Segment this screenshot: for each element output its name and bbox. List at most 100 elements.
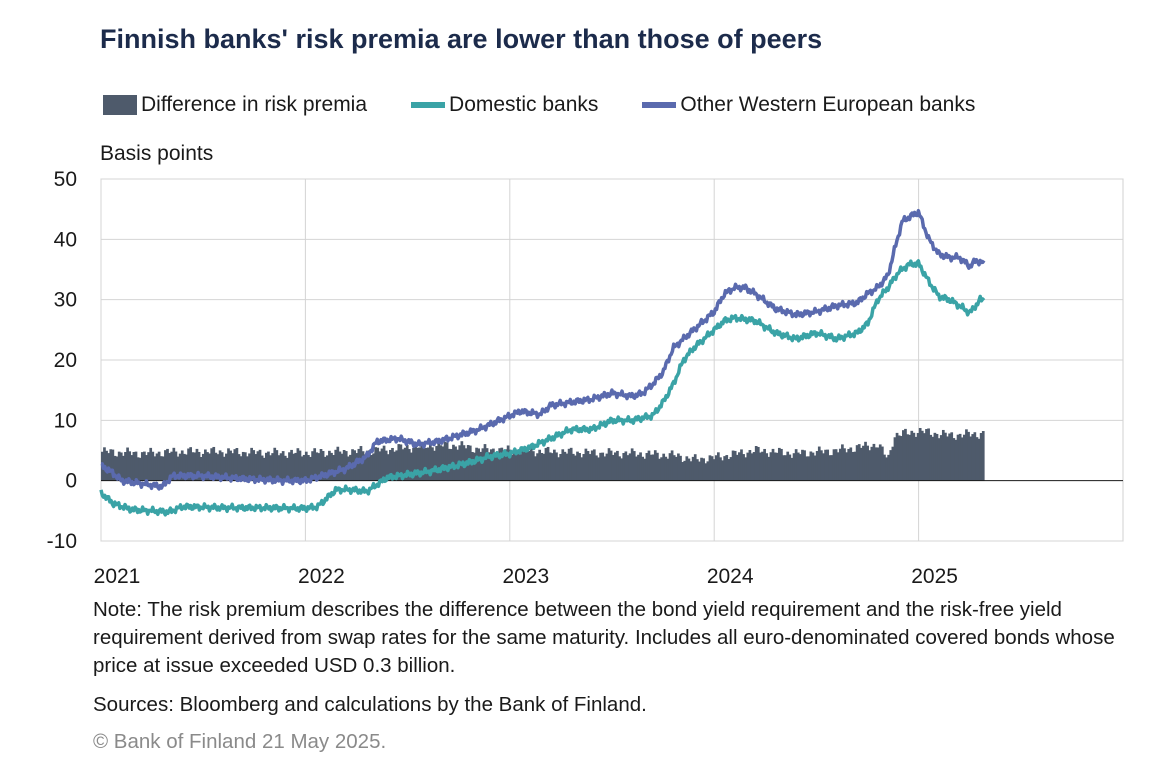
bar-difference <box>567 448 571 481</box>
bar-difference <box>140 452 144 481</box>
bar-difference <box>899 436 903 481</box>
bar-difference <box>918 427 922 481</box>
bar-difference <box>698 461 701 481</box>
bar-difference <box>735 454 739 481</box>
bar-difference <box>103 447 106 481</box>
bar-difference <box>302 454 306 481</box>
bar-difference <box>939 435 943 481</box>
bar-difference <box>548 452 552 481</box>
bar-difference <box>300 456 304 481</box>
bar-difference <box>273 447 277 481</box>
bar-difference <box>315 452 319 481</box>
bar-difference <box>254 454 258 481</box>
bar-difference <box>494 453 497 481</box>
bar-difference <box>145 455 148 481</box>
bar-difference <box>738 452 741 481</box>
bar-difference <box>391 447 394 481</box>
copyright: © Bank of Finland 21 May 2025. <box>93 730 387 753</box>
bar-difference <box>887 454 890 481</box>
bar-difference <box>342 449 346 481</box>
bar-difference <box>212 446 216 481</box>
bar-difference <box>168 453 171 481</box>
bar-difference <box>731 450 735 481</box>
bar-difference <box>777 447 781 481</box>
bar-difference <box>298 450 302 481</box>
x-tick-label: 2025 <box>911 565 958 588</box>
bar-difference <box>513 451 516 481</box>
bar-difference <box>721 460 724 481</box>
bar-difference <box>260 455 264 481</box>
bar-difference <box>527 450 531 481</box>
bar-difference <box>723 456 727 481</box>
bar-difference <box>483 444 487 481</box>
bar-difference <box>218 450 222 481</box>
bar-difference <box>227 448 230 481</box>
bar-difference <box>868 450 872 481</box>
bar-difference <box>393 451 396 481</box>
bar-difference <box>954 439 958 481</box>
bar-difference <box>332 455 335 481</box>
bar-difference <box>164 450 167 481</box>
bar-difference <box>788 454 792 481</box>
bar-difference <box>950 432 954 481</box>
bar-difference <box>920 430 924 481</box>
bar-difference <box>935 433 939 481</box>
bar-difference <box>672 455 676 481</box>
bar-difference <box>553 449 556 481</box>
bar-difference <box>637 454 640 481</box>
chart-plot: -10 0 10 20 30 40 50 2021 2022 2023 2024 2025 <box>47 168 1124 588</box>
bar-difference <box>670 450 674 481</box>
bar-difference <box>977 438 981 481</box>
bar-difference <box>445 442 449 481</box>
legend-swatch-domestic <box>411 102 446 108</box>
bar-difference <box>382 445 386 481</box>
bar-difference <box>374 447 378 481</box>
bar-difference <box>386 454 390 481</box>
bar-difference <box>639 452 642 481</box>
bar-difference <box>845 452 848 481</box>
bar-difference <box>292 453 296 481</box>
bar-difference <box>853 451 857 481</box>
bar-difference <box>136 457 140 481</box>
bar-difference <box>929 434 933 481</box>
bar-difference <box>319 448 323 481</box>
bar-difference <box>544 448 548 481</box>
bar-difference <box>113 455 117 481</box>
bar-difference <box>569 447 573 481</box>
bar-difference <box>710 456 714 481</box>
bar-difference <box>662 453 666 481</box>
bar-difference <box>944 432 947 481</box>
bar-difference <box>275 450 279 481</box>
bar-difference <box>658 458 661 481</box>
bar-difference <box>630 448 634 481</box>
bar-difference <box>580 457 584 481</box>
bar-difference <box>941 429 945 481</box>
bar-difference <box>775 452 779 481</box>
legend-label-difference: Difference in risk premia <box>141 93 368 116</box>
line-domestic-banks <box>99 259 986 517</box>
bar-difference <box>962 434 966 481</box>
bar-difference <box>794 449 798 481</box>
bar-difference <box>258 449 262 481</box>
bar-difference <box>798 454 802 481</box>
bar-difference <box>496 454 499 481</box>
bar-difference <box>897 435 901 481</box>
bar-difference <box>235 448 239 481</box>
bar-difference <box>521 448 525 481</box>
bar-difference <box>153 456 157 481</box>
bar-difference <box>557 457 560 481</box>
bar-difference <box>420 441 424 481</box>
bar-difference <box>269 455 272 481</box>
bar-difference <box>719 457 722 481</box>
bar-difference <box>378 451 382 481</box>
bar-difference <box>178 453 182 481</box>
bar-difference <box>805 456 809 481</box>
bar-difference <box>820 450 823 481</box>
bar-difference <box>405 444 409 481</box>
bar-difference <box>523 446 527 481</box>
bar-difference <box>498 448 502 481</box>
bar-difference <box>807 456 811 481</box>
bar-difference <box>519 454 523 481</box>
y-axis-label: Basis points <box>100 142 214 165</box>
bar-difference <box>307 455 310 481</box>
